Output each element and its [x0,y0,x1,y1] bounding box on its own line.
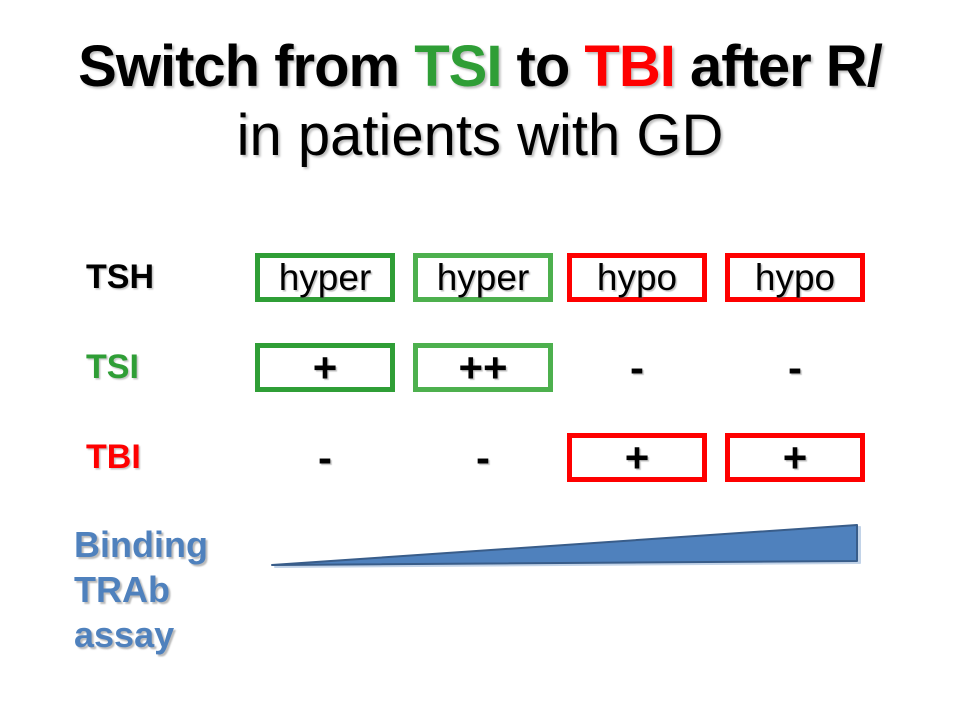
cell-tsi-minus-2: - [725,343,865,392]
row-label-tsi: TSI [86,348,139,386]
cell-text: + [782,433,808,481]
cell-text: + [312,343,338,391]
cell-text: ++ [458,343,508,391]
cell-text: - [630,343,644,391]
cell-tsi-minus-1: - [567,343,707,392]
tbi-highlight: TBI [584,34,675,99]
arrow-label-line-3: assay [74,614,175,655]
cell-text: hypo [754,256,836,298]
arrow-label-line-1: Binding [74,524,208,565]
title-segment-5: after R/ [674,34,883,99]
cell-tbi-plus-1: + [567,433,707,482]
cell-tbi-plus-2: + [725,433,865,482]
cell-tsh-hypo-1: hypo [567,253,707,302]
title-line-1: Switch from TSI to TBI after R/ [0,32,960,101]
cell-tsi-plusplus: ++ [413,343,553,392]
cell-text: - [788,343,802,391]
cell-tbi-minus-2: - [413,433,553,482]
row-label-tsh: TSH [86,258,154,296]
binding-trab-assay-label: Binding TRAb assay [74,522,208,657]
cell-tsh-hypo-2: hypo [725,253,865,302]
cell-text: hyper [278,256,372,298]
slide-title: Switch from TSI to TBI after R/ in patie… [0,32,960,170]
cell-text: + [624,433,650,481]
tsi-highlight: TSI [414,34,502,99]
arrow-label-line-2: TRAb [74,569,170,610]
cell-tbi-minus-1: - [255,433,395,482]
cell-text: - [318,433,332,481]
row-label-tbi: TBI [86,438,141,476]
cell-tsh-hyper-2: hyper [413,253,553,302]
cell-tsi-plus: + [255,343,395,392]
title-line-2: in patients with GD [236,103,724,168]
title-segment-1: Switch from [78,34,415,99]
gradient-wedge-triangle [271,524,858,566]
cell-text: hypo [596,256,678,298]
cell-text: - [476,433,490,481]
cell-tsh-hyper-1: hyper [255,253,395,302]
title-segment-3: to [501,34,585,99]
cell-text: hyper [436,256,530,298]
